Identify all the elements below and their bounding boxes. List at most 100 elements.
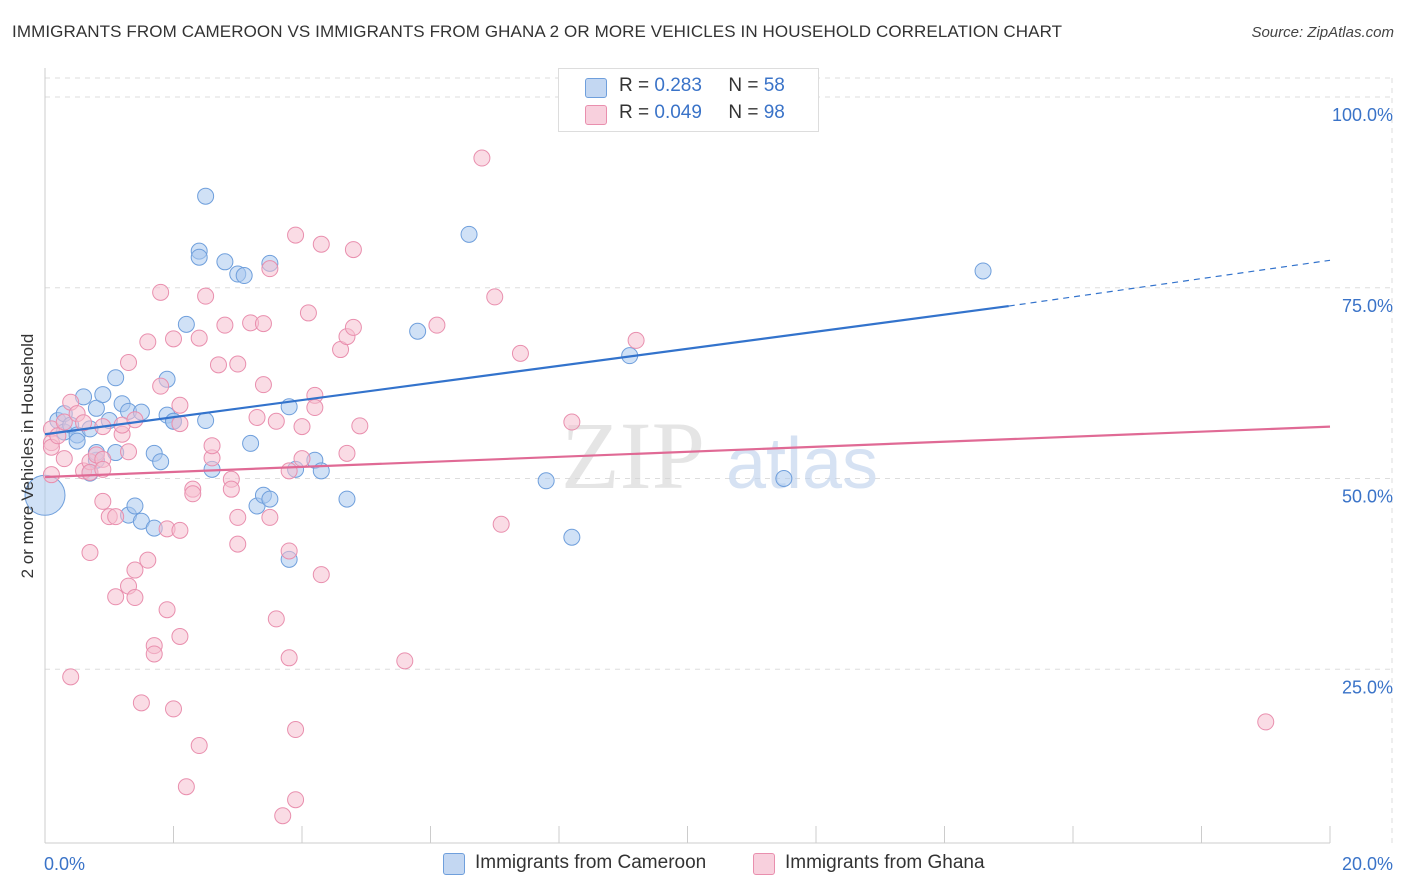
cameroon-point[interactable] [460, 225, 478, 243]
ghana-point[interactable] [171, 521, 189, 539]
ghana-point[interactable] [293, 450, 311, 468]
ghana-point[interactable] [486, 288, 504, 306]
ghana-point[interactable] [312, 235, 330, 253]
ghana-point[interactable] [165, 330, 182, 348]
ghana-point[interactable] [126, 589, 144, 607]
ghana-point[interactable] [627, 331, 645, 349]
ghana-point[interactable] [267, 610, 285, 628]
ghana-point[interactable] [492, 515, 510, 533]
ghana-point[interactable] [280, 462, 298, 480]
ghana-point[interactable] [75, 414, 93, 432]
ghana-point[interactable] [280, 542, 298, 560]
cameroon-point[interactable] [242, 434, 260, 452]
ghana-point[interactable] [132, 694, 150, 712]
ghana-point[interactable] [287, 791, 305, 809]
ghana-point[interactable] [62, 668, 80, 686]
ghana-point[interactable] [254, 376, 272, 394]
ghana-point[interactable] [293, 418, 311, 436]
cameroon-point[interactable] [775, 470, 793, 487]
ghana-point[interactable] [229, 508, 247, 526]
ghana-point[interactable] [511, 344, 529, 362]
legend-n-label: N = [728, 102, 759, 123]
ghana-point[interactable] [139, 333, 157, 351]
ghana-point[interactable] [197, 287, 215, 305]
cameroon-point[interactable] [87, 399, 105, 417]
ghana-point[interactable] [299, 304, 317, 322]
ghana-point[interactable] [190, 737, 208, 755]
ghana-point[interactable] [190, 329, 208, 347]
ghana-point[interactable] [158, 601, 176, 619]
ghana-point[interactable] [338, 444, 356, 462]
ghana-point[interactable] [344, 318, 362, 336]
ghana-point[interactable] [171, 627, 189, 645]
ghana-point[interactable] [254, 315, 272, 333]
ghana-point[interactable] [139, 551, 157, 569]
cameroon-point[interactable] [68, 432, 86, 450]
cameroon-point[interactable] [409, 322, 427, 340]
ghana-point[interactable] [229, 535, 247, 553]
ghana-point[interactable] [287, 721, 305, 739]
ghana-point[interactable] [107, 588, 125, 606]
cameroon-point[interactable] [197, 412, 215, 430]
ghana-point[interactable] [55, 450, 73, 468]
ghana-point[interactable] [126, 411, 144, 429]
ghana-point[interactable] [229, 355, 247, 373]
ghana-point[interactable] [222, 480, 240, 498]
ghana-point[interactable] [473, 149, 491, 167]
cameroon-point[interactable] [537, 472, 555, 490]
ghana-point[interactable] [203, 437, 221, 455]
ghana-point[interactable] [312, 566, 330, 584]
ghana-point[interactable] [152, 283, 170, 301]
ghana-point[interactable] [145, 645, 163, 663]
ghana-point[interactable] [120, 354, 138, 372]
ghana-point[interactable] [42, 466, 60, 484]
ghana-point[interactable] [94, 492, 112, 510]
legend-r-value: 0.283 [654, 75, 702, 96]
ghana-point[interactable] [261, 508, 279, 526]
ghana-point[interactable] [267, 412, 285, 430]
x-tick-label: 0.0% [44, 854, 85, 874]
ghana-point[interactable] [306, 399, 324, 417]
ghana-point[interactable] [396, 652, 414, 670]
ghana-point[interactable] [1257, 713, 1275, 731]
ghana-point[interactable] [216, 316, 234, 334]
chart-title: IMMIGRANTS FROM CAMEROON VS IMMIGRANTS F… [12, 22, 1063, 41]
ghana-point[interactable] [563, 413, 581, 431]
trend-lines [44, 259, 1331, 479]
ghana-point[interactable] [81, 544, 99, 562]
ghana-point[interactable] [177, 778, 195, 796]
cameroon-point[interactable] [126, 497, 144, 515]
ghana-trend-line [44, 425, 1331, 479]
ghana-point[interactable] [351, 417, 369, 435]
ghana-point[interactable] [94, 460, 112, 478]
ghana-point[interactable] [344, 241, 362, 259]
cameroon-point[interactable] [190, 248, 208, 266]
cameroon-point[interactable] [152, 453, 170, 471]
ghana-point[interactable] [261, 260, 279, 278]
ghana-point[interactable] [184, 485, 202, 503]
cameroon-point[interactable] [338, 490, 356, 508]
ghana-point[interactable] [165, 700, 182, 718]
ghana-point[interactable] [209, 356, 227, 374]
ghana-point[interactable] [274, 807, 292, 825]
cameroon-point[interactable] [563, 528, 581, 546]
cameroon-point[interactable] [235, 267, 253, 285]
ghana-point[interactable] [287, 226, 305, 244]
cameroon-point[interactable] [216, 253, 234, 271]
ghana-point[interactable] [126, 561, 144, 579]
legend-swatch-pink [585, 105, 607, 125]
ghana-point[interactable] [152, 377, 170, 395]
cameroon-point[interactable] [261, 490, 279, 508]
cameroon-point[interactable] [197, 187, 215, 205]
ghana-point[interactable] [107, 508, 125, 526]
ghana-point[interactable] [280, 649, 298, 667]
ghana-point[interactable] [248, 408, 266, 426]
ghana-point[interactable] [55, 413, 73, 431]
ghana-point[interactable] [120, 443, 138, 461]
ghana-point[interactable] [428, 316, 446, 334]
cameroon-point[interactable] [94, 386, 112, 404]
cameroon-point[interactable] [974, 262, 992, 280]
ghana-point[interactable] [171, 396, 189, 414]
cameroon-point[interactable] [177, 315, 195, 333]
cameroon-point[interactable] [107, 369, 125, 387]
